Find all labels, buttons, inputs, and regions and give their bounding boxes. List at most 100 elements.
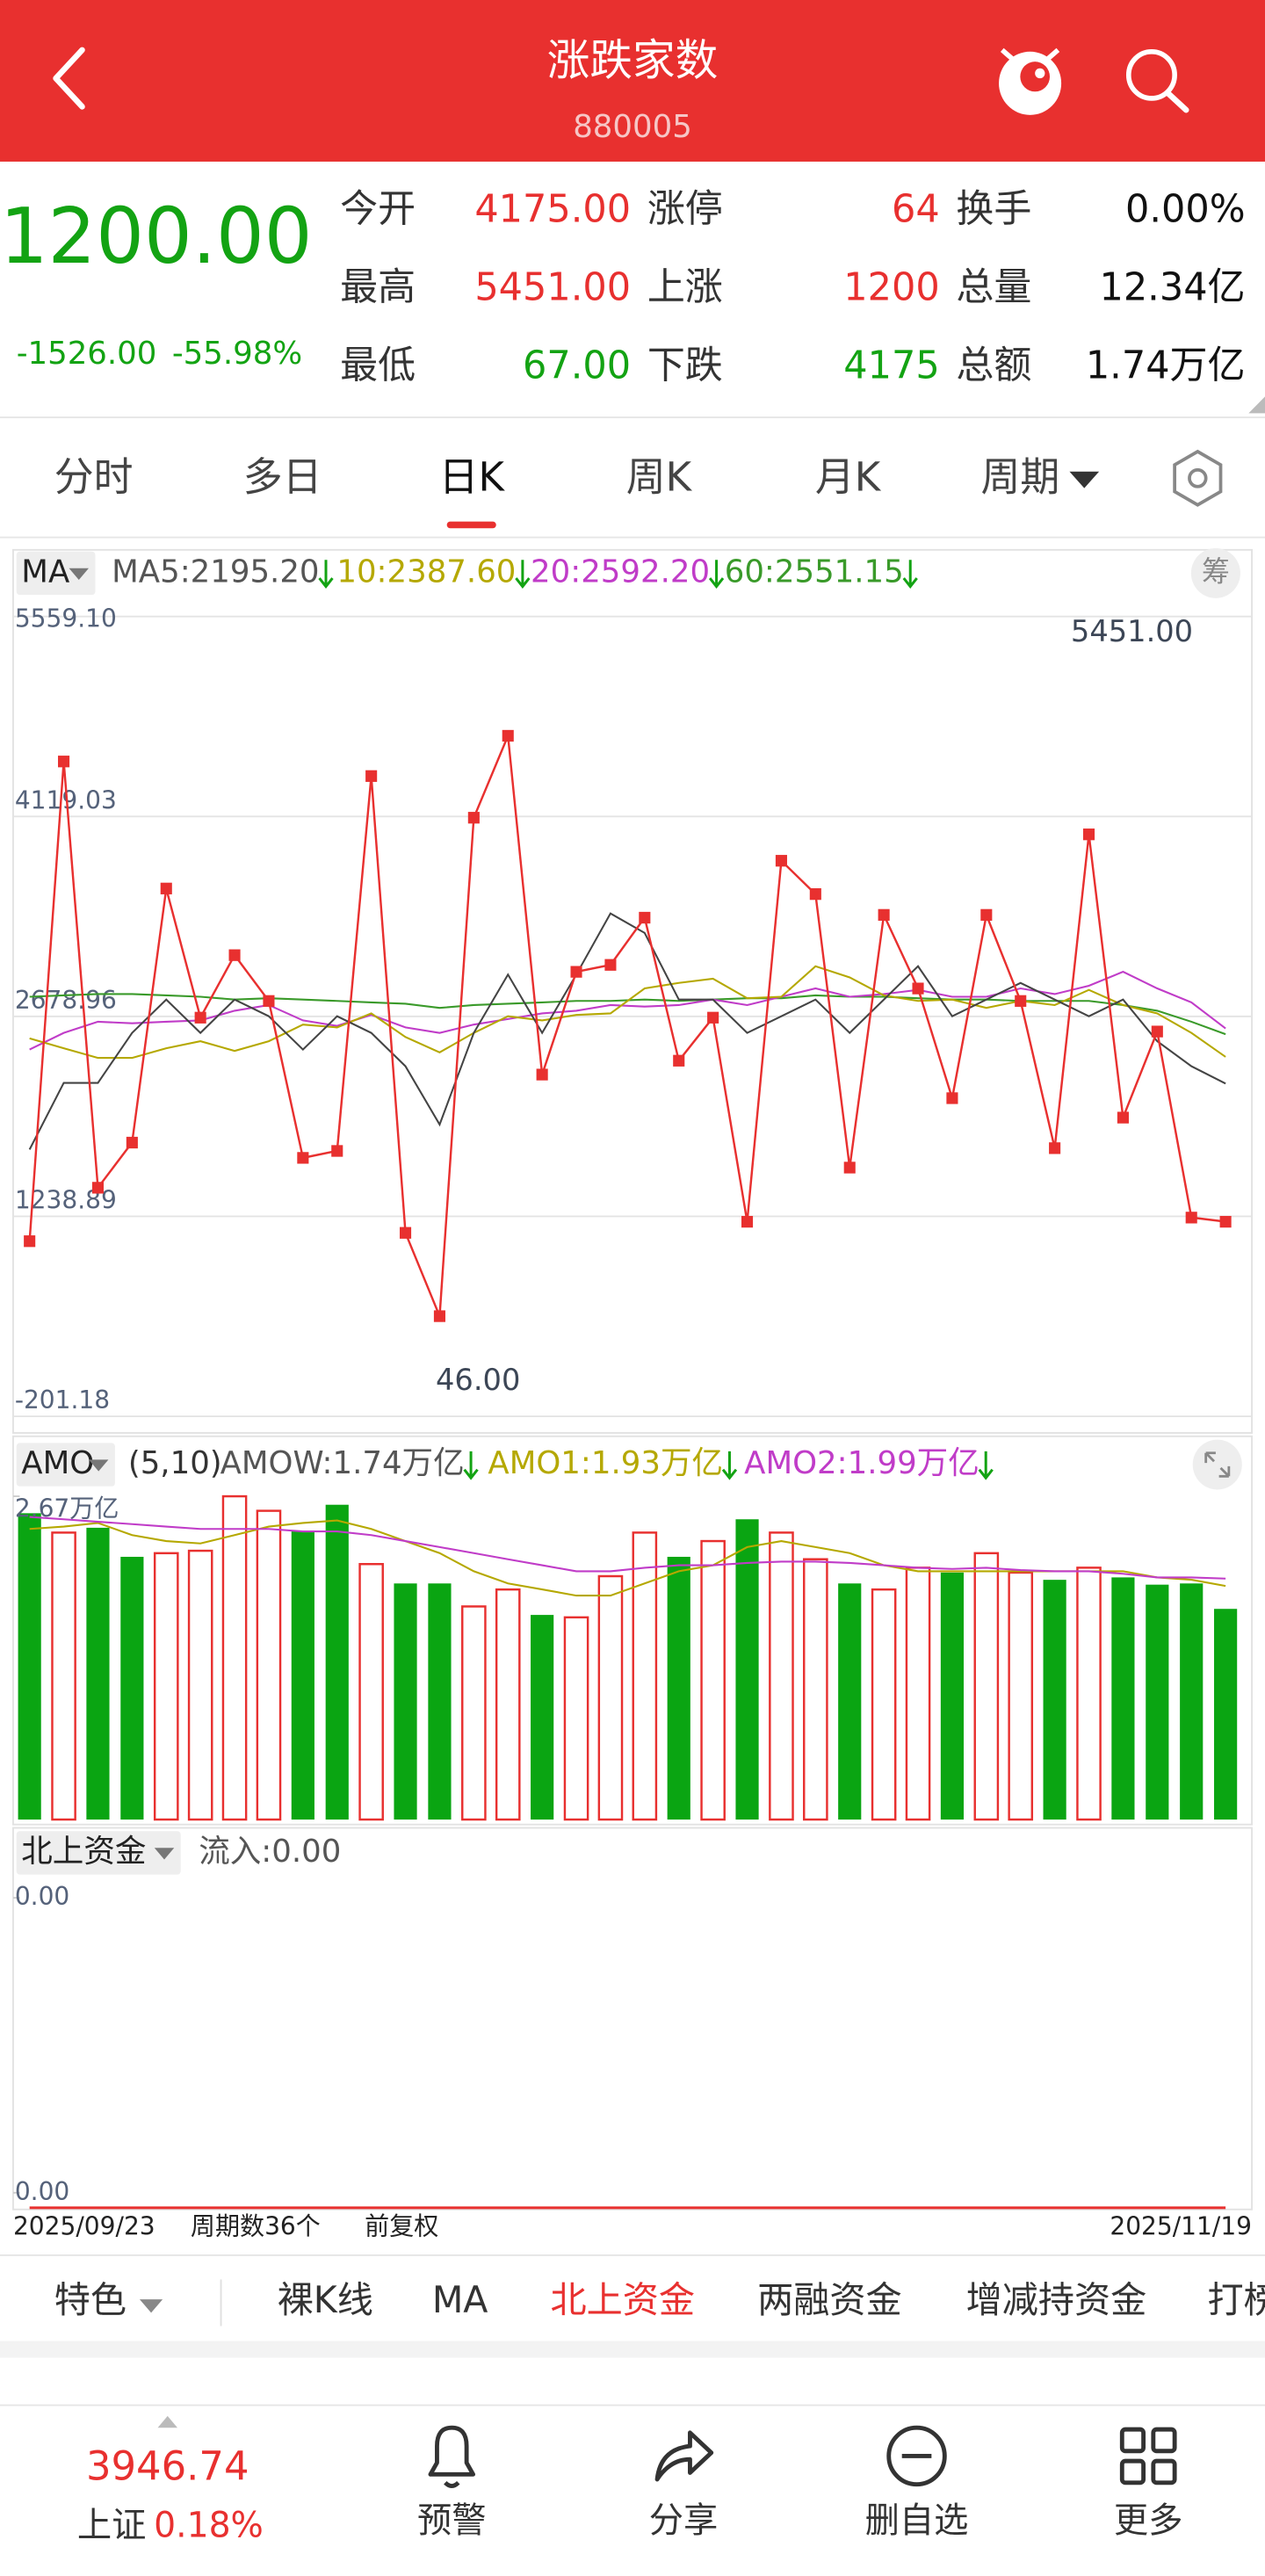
indicator-caret (88, 1459, 109, 1472)
legend-entry: AMO2:1.99万亿 (744, 1445, 979, 1481)
indicator-name: 北上资金 (21, 1834, 146, 1870)
volume-bar (1111, 1577, 1135, 1820)
stat-value: 1200 (843, 265, 939, 309)
index-point (263, 995, 275, 1007)
volume-bar (803, 1558, 828, 1821)
indicator-tab[interactable]: 北上资金 (551, 2279, 696, 2321)
stat-label: 最高 (340, 265, 416, 309)
index-point (946, 1092, 958, 1104)
divider (0, 2254, 1265, 2256)
period-tabs: 分时 多日 日K 周K 月K 周期 (54, 453, 1100, 529)
index-point (365, 770, 378, 782)
volume-bar (221, 1494, 248, 1821)
volume-bar (735, 1519, 759, 1820)
footer-action[interactable]: 分享 (649, 2500, 719, 2541)
settings-button[interactable] (1173, 449, 1223, 507)
y-tick-label: 2678.96 (15, 986, 117, 1015)
stat-label: 下跌 (647, 344, 723, 387)
index-line (28, 735, 1226, 1317)
index-point (91, 1182, 105, 1194)
indicator-tab[interactable]: 增减持资金 (966, 2279, 1147, 2321)
indicator-summary: AMOW:1.74万亿 (220, 1445, 465, 1481)
indicator-caret (154, 1848, 175, 1860)
expand-icon (1204, 1451, 1231, 1478)
footer-action[interactable]: 更多 (1114, 2500, 1183, 2541)
chips-button[interactable] (1190, 547, 1240, 598)
stat-label: 上涨 (647, 265, 723, 309)
volume-pane-frame (12, 1435, 1253, 1826)
index-point (809, 887, 821, 901)
index-point (1151, 1025, 1163, 1038)
settings-icon-center (1188, 467, 1208, 488)
indicator-tab[interactable]: 打榜 (1208, 2279, 1265, 2321)
volume-bar (973, 1552, 1000, 1821)
period-tab[interactable]: 周期 (980, 453, 1059, 500)
x-tick-label: 2025/09/23 (13, 2212, 155, 2241)
stat-label: 最低 (340, 344, 416, 387)
period-tab[interactable]: 日K (439, 453, 506, 500)
down-arrow (515, 560, 531, 589)
indicator-box[interactable] (16, 551, 96, 596)
x-tick-label: 2025/11/19 (1110, 2212, 1252, 2241)
expand-button[interactable] (1192, 1439, 1242, 1490)
period-tab[interactable]: 分时 (54, 453, 134, 500)
indicator-tab[interactable]: 两融资金 (757, 2279, 902, 2321)
index-value[interactable]: 3946.74 (86, 2442, 249, 2489)
index-point (297, 1152, 309, 1164)
mascot-button[interactable] (999, 47, 1062, 115)
period-count: 周期数36个 (191, 2212, 321, 2241)
index-point (433, 1310, 445, 1322)
adjust-mode: 前复权 (365, 2212, 438, 2241)
stat-label: 今开 (340, 187, 416, 231)
index-point (502, 729, 514, 742)
dropdown-caret (139, 2299, 163, 2313)
period-tab[interactable]: 周K (626, 453, 693, 500)
index-point (673, 1054, 685, 1067)
ma-line (29, 965, 1226, 1060)
indicator-tab[interactable]: MA (432, 2279, 488, 2321)
legend-entry: AMO1:1.93万亿 (488, 1445, 723, 1481)
volume-bar (120, 1556, 144, 1820)
volume-bar (187, 1549, 213, 1821)
index-name: 上证 (77, 2505, 147, 2545)
index-point (400, 1226, 412, 1239)
volume-bar (871, 1588, 897, 1821)
indicator-tab[interactable]: 特色 (54, 2279, 126, 2321)
indicator-box[interactable] (16, 1831, 181, 1875)
divider (0, 536, 1265, 539)
period-tab[interactable]: 多日 (243, 453, 322, 500)
index-point (775, 855, 787, 867)
expand-corner[interactable] (1248, 396, 1265, 414)
index-point (604, 959, 617, 971)
stat-value: 12.34亿 (1099, 265, 1245, 309)
y-tick-label: 5559.10 (15, 604, 117, 633)
volume-bar (1180, 1583, 1204, 1820)
index-point (24, 1235, 36, 1248)
index-point (1049, 1142, 1061, 1154)
chips-label: 筹 (1202, 554, 1230, 588)
index-point (639, 911, 651, 924)
volume-bar (18, 1513, 41, 1820)
volume-bar (563, 1616, 589, 1821)
footer-action[interactable]: 预警 (417, 2500, 487, 2541)
tab-separator (220, 2279, 222, 2326)
index-point (878, 908, 890, 921)
search-button[interactable] (1125, 48, 1189, 113)
down-arrow (721, 1451, 738, 1480)
index-point (126, 1136, 138, 1149)
back-button[interactable] (53, 47, 85, 110)
indicator-box[interactable] (16, 1443, 115, 1487)
volume-bar (461, 1605, 487, 1821)
stat-value: 4175 (843, 344, 939, 387)
volume-bar (394, 1583, 417, 1820)
period-tab[interactable]: 月K (815, 453, 882, 500)
indicator-params: (5,10) (128, 1445, 222, 1481)
footer-action[interactable]: 删自选 (865, 2500, 969, 2541)
volume-bar (1214, 1609, 1238, 1820)
indicator-tab[interactable]: 裸K线 (278, 2279, 373, 2321)
price: 1200.00 (0, 193, 313, 282)
y-tick-label: 0.00 (15, 2177, 69, 2206)
stat-label: 总额 (956, 344, 1031, 387)
volume-bar (597, 1574, 624, 1821)
